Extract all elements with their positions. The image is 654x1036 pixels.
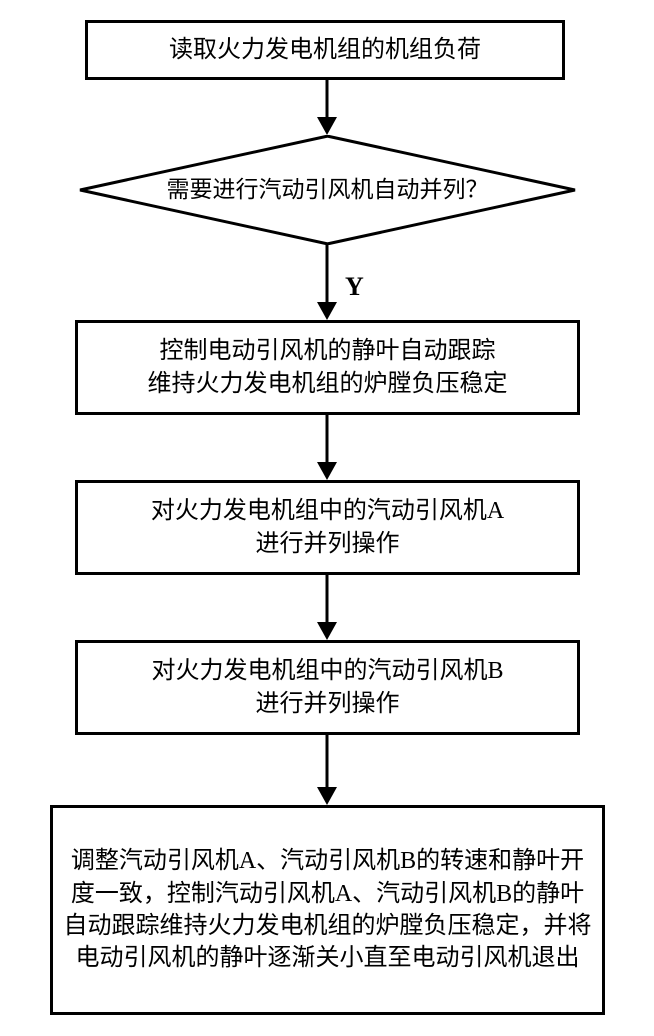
flow-node-2: 需要进行汽动引风机自动并列？ [75,135,580,245]
flow-node-2-text: 需要进行汽动引风机自动并列？ [107,175,549,205]
flow-node-5: 对火力发电机组中的汽动引风机B进行并列操作 [75,640,580,735]
flow-node-4-text: 对火力发电机组中的汽动引风机A进行并列操作 [151,495,504,560]
flow-node-4: 对火力发电机组中的汽动引风机A进行并列操作 [75,480,580,575]
flow-node-5-text: 对火力发电机组中的汽动引风机B进行并列操作 [151,655,503,720]
flow-node-6: 调整汽动引风机A、汽动引风机B的转速和静叶开度一致，控制汽动引风机A、汽动引风机… [50,805,605,1015]
flow-arrow [312,575,342,640]
flow-arrow [312,415,342,480]
flow-node-1: 读取火力发电机组的机组负荷 [85,20,565,80]
flow-node-6-text: 调整汽动引风机A、汽动引风机B的转速和静叶开度一致，控制汽动引风机A、汽动引风机… [63,845,592,975]
edge-label-y: Y [345,272,364,302]
flow-arrow [312,80,342,135]
flow-arrow [312,245,342,320]
flow-node-3: 控制电动引风机的静叶自动跟踪维持火力发电机组的炉膛负压稳定 [75,320,580,415]
flow-node-3-text: 控制电动引风机的静叶自动跟踪维持火力发电机组的炉膛负压稳定 [148,335,508,400]
flow-arrow [312,735,342,805]
flow-node-1-text: 读取火力发电机组的机组负荷 [169,34,481,66]
